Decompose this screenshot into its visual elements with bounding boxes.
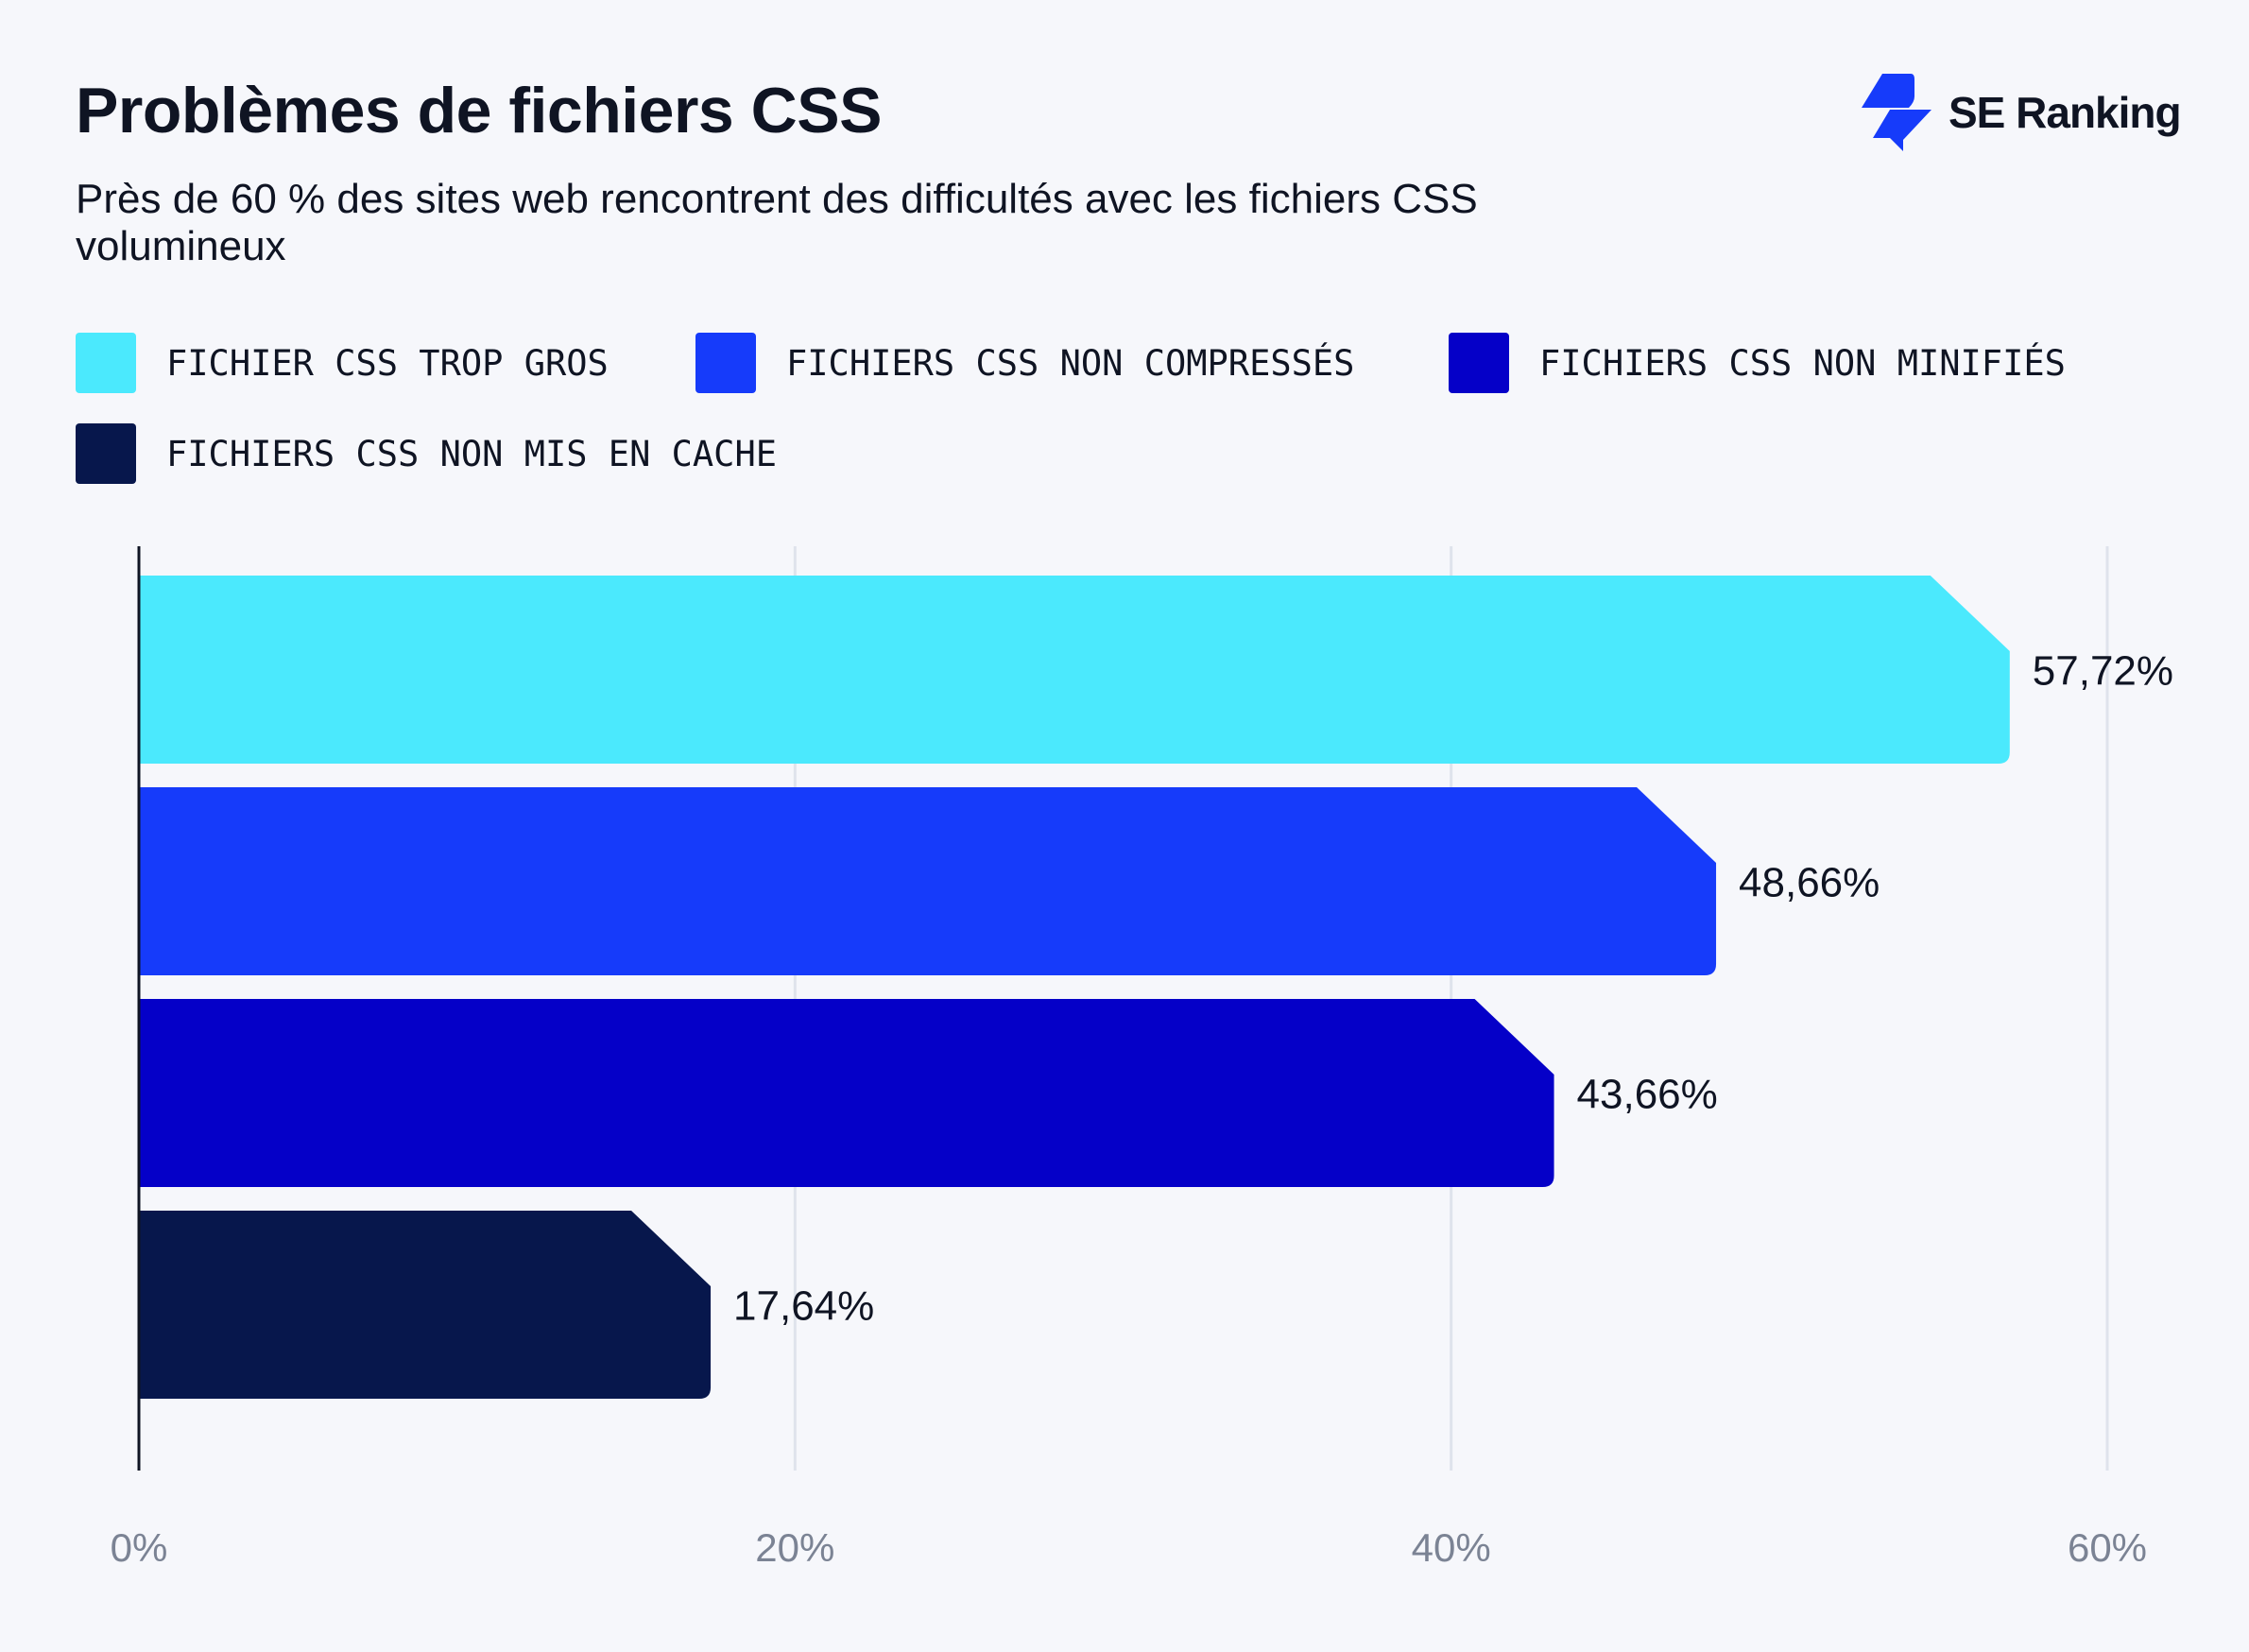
bar [139, 1211, 712, 1399]
legend-item: FICHIERS CSS NON MINIFIÉS [1449, 333, 2066, 393]
legend-item: FICHIER CSS TROP GROS [76, 333, 609, 393]
legend-swatch [695, 333, 756, 393]
se-ranking-logo: SE Ranking [1862, 74, 2182, 151]
legend-label: FICHIER CSS TROP GROS [166, 342, 609, 384]
legend-label: FICHIERS CSS NON COMPRESSÉS [786, 342, 1355, 384]
x-tick-label: 20% [755, 1525, 834, 1570]
logo-text: SE Ranking [1949, 88, 2182, 137]
legend-item: FICHIERS CSS NON COMPRESSÉS [695, 333, 1354, 393]
page-subtitle: Près de 60 % des sites web rencontrent d… [76, 176, 1478, 269]
x-tick-label: 0% [111, 1525, 168, 1570]
data-label: 43,66% [1577, 1072, 1718, 1118]
legend-swatch [1449, 333, 1509, 393]
legend-label: FICHIERS CSS NON MINIFIÉS [1539, 342, 2066, 384]
x-tick-label: 60% [2068, 1525, 2147, 1570]
se-ranking-logo-icon [1862, 74, 1931, 151]
data-label: 48,66% [1739, 860, 1880, 906]
bar [139, 999, 1554, 1187]
x-tick-label: 40% [1412, 1525, 1491, 1570]
bar [139, 787, 1717, 975]
bar [139, 576, 2010, 764]
data-label: 17,64% [733, 1283, 874, 1330]
page-title: Problèmes de fichiers CSS [76, 75, 882, 146]
data-label: 57,72% [2033, 648, 2173, 695]
legend-item: FICHIERS CSS NON MIS EN CACHE [76, 423, 777, 484]
legend-swatch [76, 423, 136, 484]
legend-label: FICHIERS CSS NON MIS EN CACHE [166, 433, 778, 474]
legend-swatch [76, 333, 136, 393]
